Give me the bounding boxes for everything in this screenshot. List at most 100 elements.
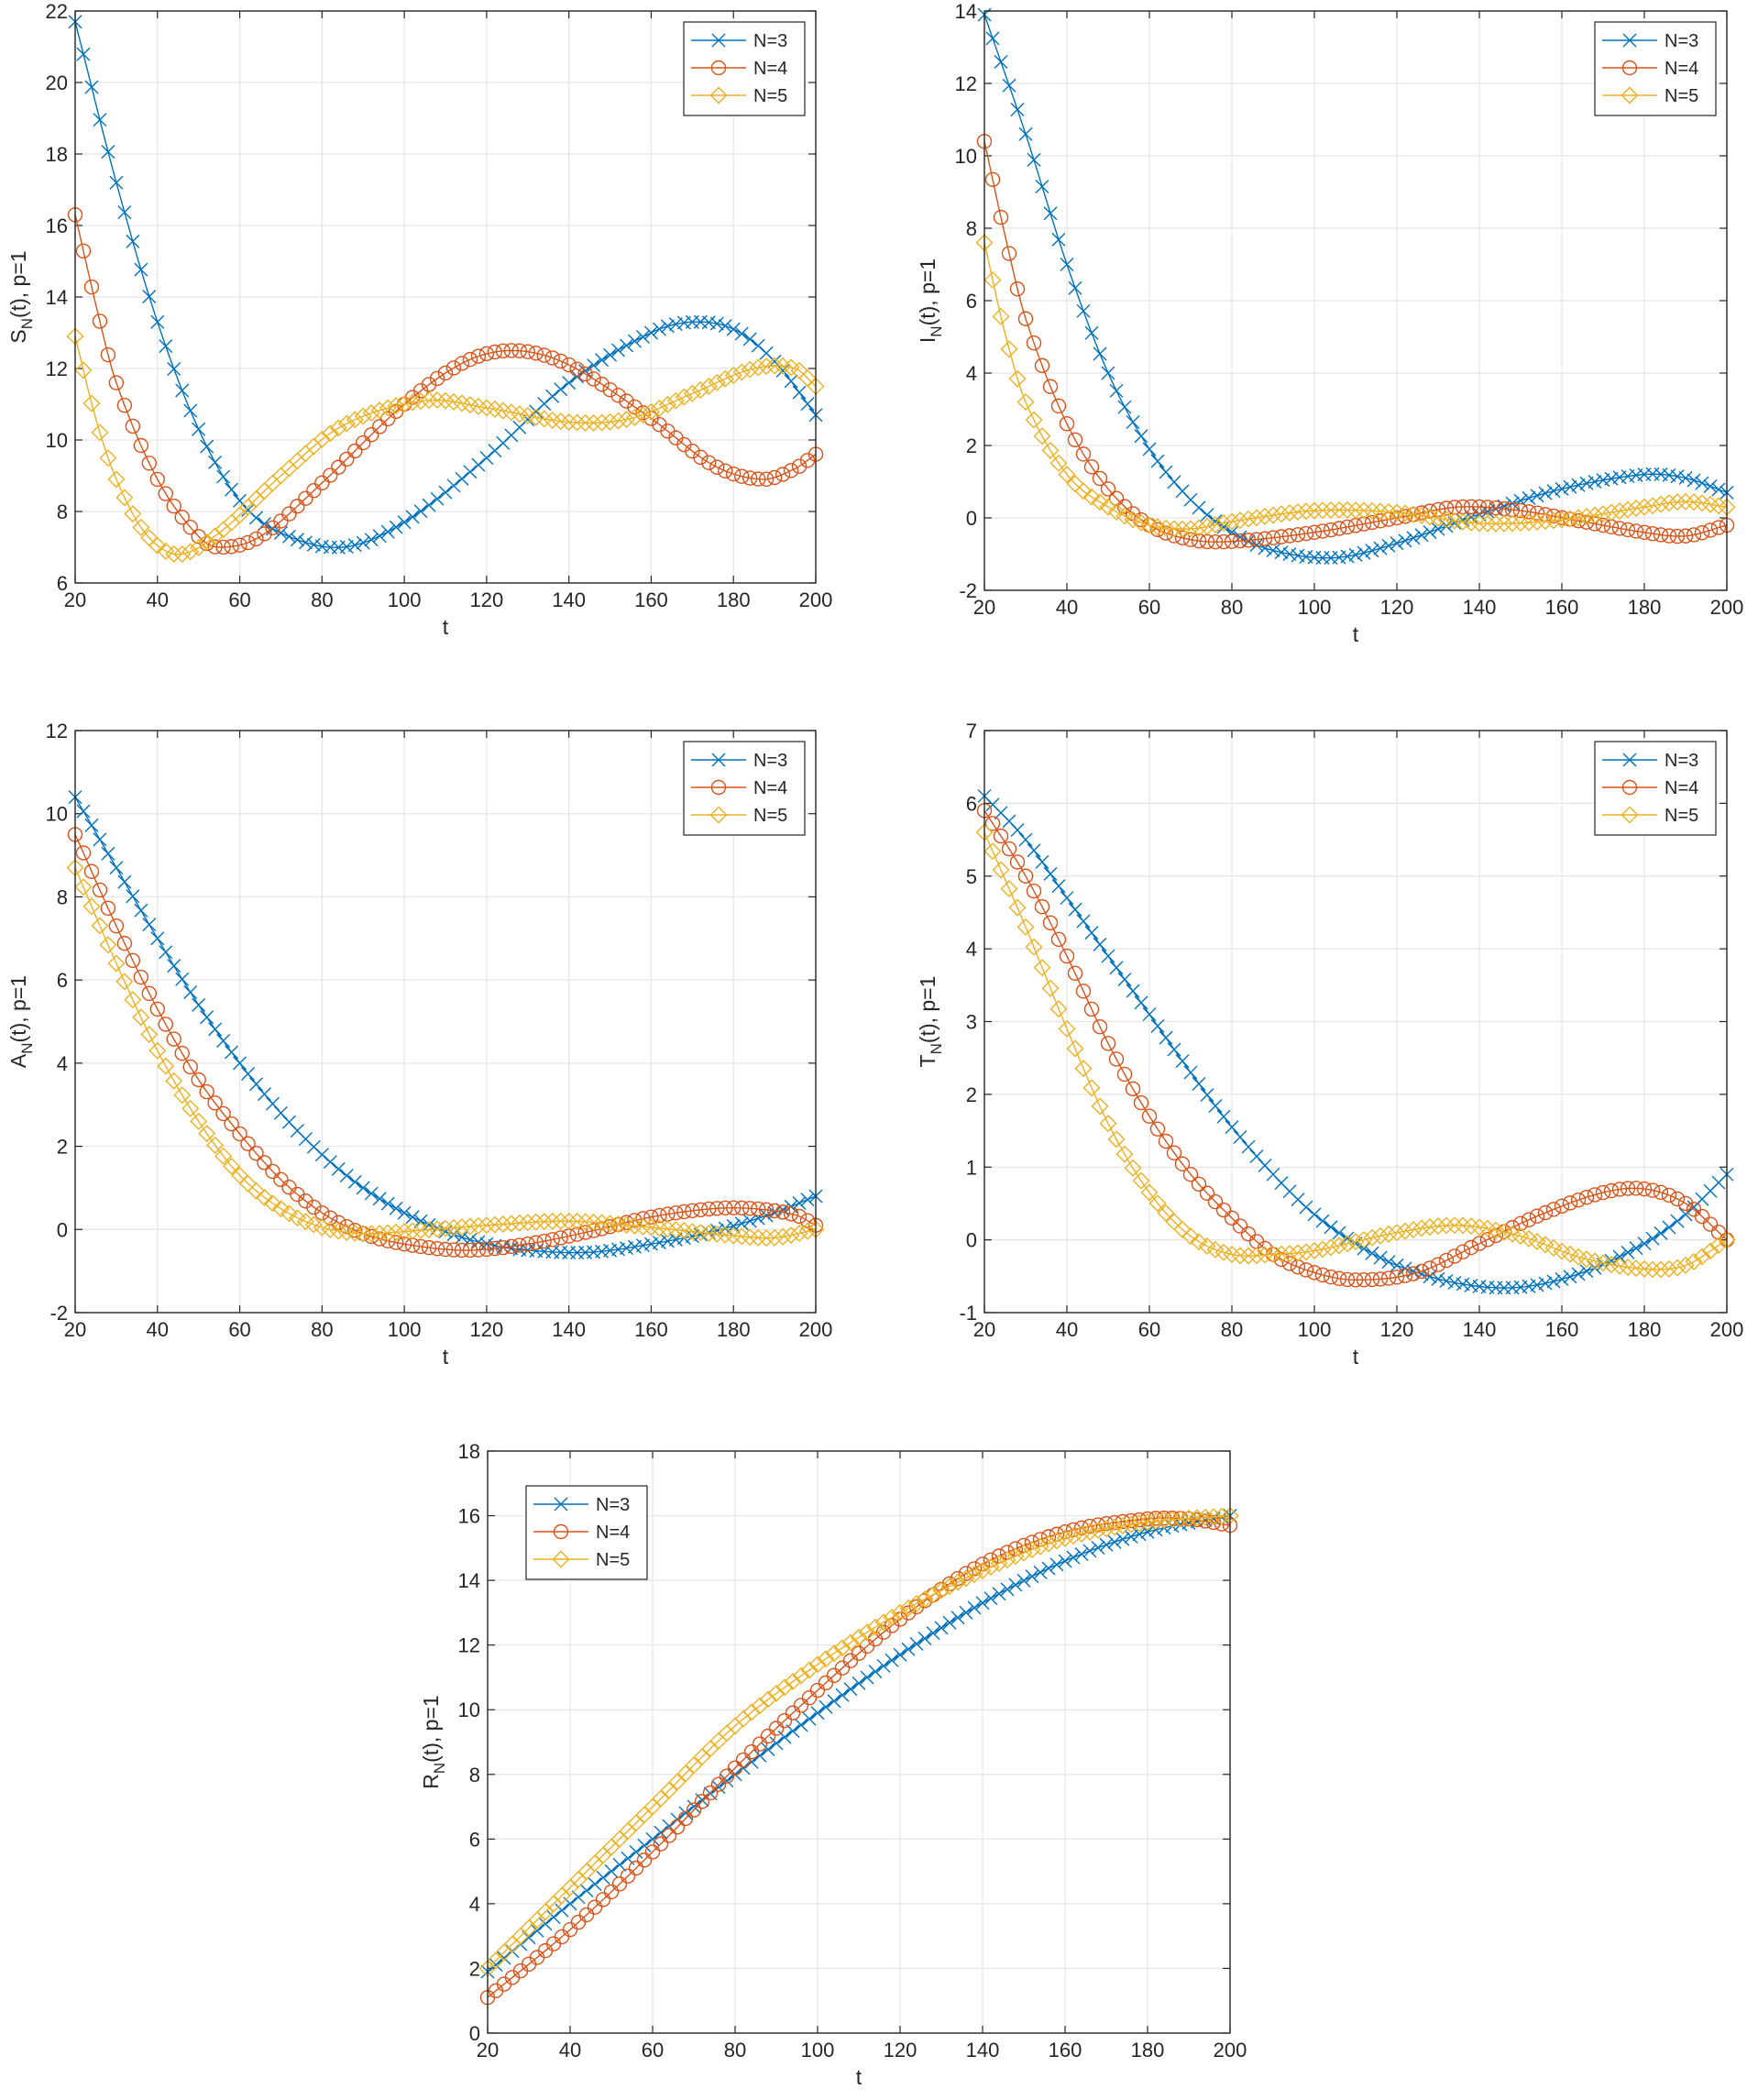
x-tick-label: 60	[228, 588, 250, 611]
data-point	[1710, 520, 1727, 535]
data-point	[1331, 1270, 1347, 1287]
data-point	[603, 1884, 620, 1900]
data-point	[1025, 411, 1043, 429]
data-point	[1101, 366, 1115, 380]
data-point	[1703, 478, 1718, 493]
data-point	[635, 1238, 650, 1253]
data-point	[438, 1225, 453, 1239]
plot-panel-4: 20 40 60 80 100 120 140 160 180 200 -1 0 1 2 3 4 5 6 7 t TN(…	[916, 720, 1743, 1369]
data-point	[1010, 102, 1025, 116]
data-point	[462, 351, 478, 368]
data-point	[337, 414, 356, 433]
data-point	[76, 804, 91, 819]
y-tick-label: 0	[966, 1229, 977, 1252]
data-point	[1076, 303, 1091, 318]
data-point	[579, 1884, 594, 1898]
data-point	[1338, 1235, 1357, 1253]
data-point	[1117, 972, 1132, 986]
data-point	[486, 1215, 504, 1234]
data-point	[1429, 1217, 1447, 1236]
data-point	[1710, 1225, 1727, 1240]
data-point	[661, 1828, 677, 1843]
data-point	[1132, 1171, 1150, 1190]
x-axis-label: t	[1353, 622, 1359, 646]
x-tick-label: 60	[228, 1318, 250, 1341]
y-axis-label: RN(t), p=1	[419, 1695, 448, 1788]
data-point	[992, 307, 1010, 325]
data-point	[1001, 246, 1017, 261]
data-point	[397, 1205, 412, 1220]
data-point	[395, 1223, 413, 1241]
data-point	[347, 538, 362, 553]
data-point	[742, 332, 757, 346]
data-point	[290, 533, 304, 547]
x-tick-label: 160	[1049, 2039, 1082, 2062]
series-N=4	[976, 803, 1735, 1288]
data-point	[1348, 547, 1363, 562]
data-point	[1182, 1166, 1199, 1182]
data-point	[1405, 1266, 1422, 1281]
data-point	[909, 1636, 924, 1651]
data-point	[149, 471, 165, 488]
data-point	[149, 1001, 165, 1017]
legend-label: N=3	[753, 751, 787, 771]
data-point	[165, 544, 183, 563]
data-point	[758, 1202, 775, 1218]
data-point	[511, 1214, 529, 1232]
data-point	[1554, 1198, 1570, 1214]
data-point	[841, 1633, 860, 1652]
data-point	[818, 1675, 834, 1691]
data-point	[530, 1923, 544, 1938]
data-point	[1313, 501, 1332, 520]
data-point	[625, 1216, 643, 1235]
legend: N=3 N=4 N=5	[683, 741, 806, 836]
data-point	[1115, 1532, 1130, 1546]
data-point	[782, 1226, 800, 1245]
data-point	[1686, 527, 1702, 543]
data-point	[280, 1204, 298, 1223]
data-point	[1092, 470, 1108, 487]
data-point	[1579, 476, 1594, 490]
data-point	[1031, 1537, 1049, 1556]
legend-label: N=5	[753, 86, 787, 106]
data-point	[1165, 520, 1183, 538]
data-point	[1479, 500, 1496, 515]
data-point	[356, 535, 370, 550]
data-point	[732, 1227, 751, 1246]
data-point	[331, 1161, 346, 1176]
data-point	[794, 1718, 808, 1732]
legend-label: N=5	[753, 806, 787, 826]
data-point	[1297, 502, 1315, 521]
x-tick-label: 180	[1131, 2039, 1165, 2062]
data-point	[1446, 500, 1463, 515]
legend-label: N=3	[596, 1495, 630, 1515]
data-point	[454, 356, 470, 371]
data-point	[699, 1225, 718, 1243]
data-point	[1654, 1226, 1668, 1240]
data-point	[489, 1958, 503, 1973]
data-point	[1670, 469, 1685, 484]
data-point	[420, 391, 438, 410]
data-point	[1702, 522, 1719, 538]
data-point	[101, 145, 115, 159]
data-point	[678, 1806, 693, 1820]
data-point	[625, 408, 643, 426]
data-point	[1041, 441, 1060, 459]
data-point	[1373, 1250, 1388, 1265]
data-point	[709, 316, 724, 331]
data-point	[306, 537, 321, 552]
data-point	[1232, 533, 1248, 549]
axes-frame	[74, 730, 817, 1314]
data-point	[959, 1605, 973, 1620]
legend-label: N=5	[1665, 86, 1698, 106]
data-point	[192, 422, 206, 436]
data-point	[346, 1224, 364, 1242]
data-point	[1066, 475, 1084, 493]
data-point	[1198, 1237, 1216, 1256]
series-N=4	[67, 827, 824, 1259]
data-point	[412, 392, 430, 411]
data-point	[1241, 1139, 1256, 1154]
data-point	[749, 1228, 767, 1247]
data-point	[329, 419, 347, 437]
data-point	[132, 518, 150, 536]
